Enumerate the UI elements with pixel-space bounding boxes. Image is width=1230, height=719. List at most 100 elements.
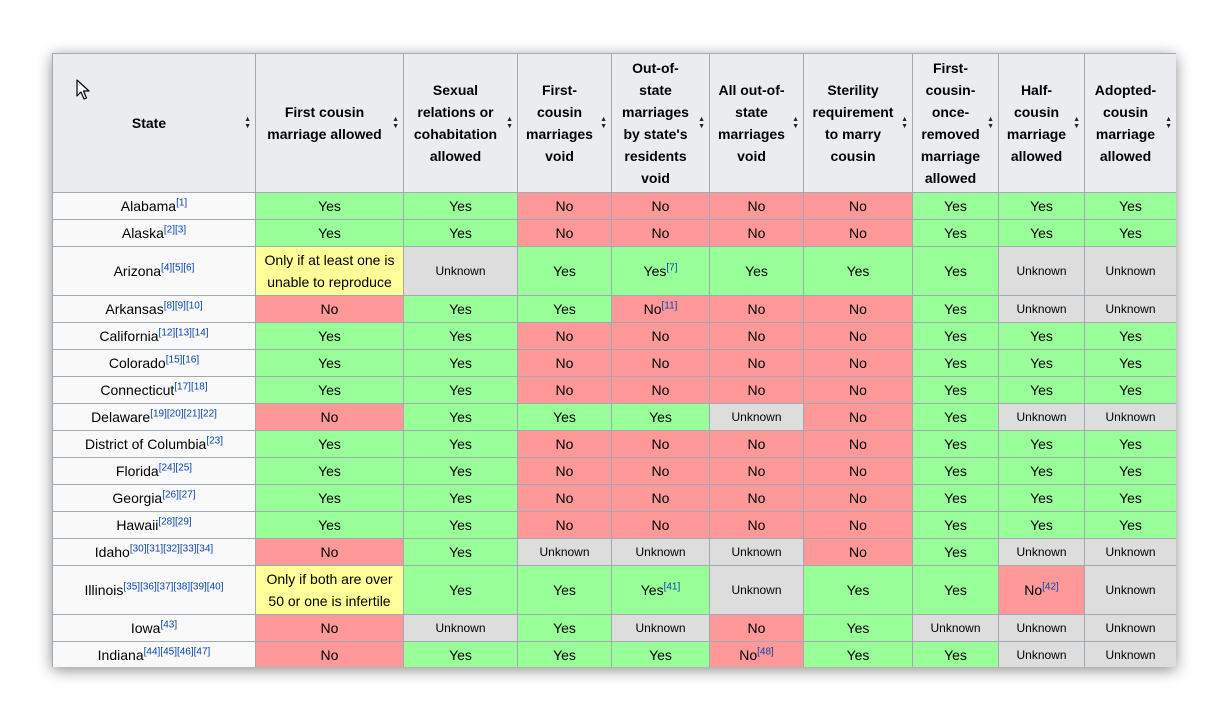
column-header-all-out-of-state[interactable]: All out-of-state marriages void ▲ ▼ xyxy=(709,53,804,193)
cell-marriages-void: No xyxy=(517,219,612,247)
column-header-once-removed[interactable]: First-cousin-once-removed marriage allow… xyxy=(912,53,999,193)
cell-sexual-relations: Yes xyxy=(403,457,518,485)
reference-link[interactable]: [44][45][46][47] xyxy=(143,646,211,658)
sort-arrows-icon[interactable]: ▲ ▼ xyxy=(244,116,251,130)
sort-arrows-icon[interactable]: ▲ ▼ xyxy=(1073,116,1080,130)
reference-link[interactable]: [8][9][10] xyxy=(163,300,203,312)
cell-marriages-void: No xyxy=(517,376,612,404)
sort-arrows-icon[interactable]: ▲ ▼ xyxy=(792,116,799,130)
cell-value: No xyxy=(651,490,670,506)
reference-link[interactable]: [48] xyxy=(757,646,774,658)
cell-once-removed: Unknown xyxy=(912,614,999,642)
state-name: District of Columbia xyxy=(84,436,207,452)
column-header-half-cousin[interactable]: Half-cousin marriage allowed ▲ ▼ xyxy=(998,53,1085,193)
column-header-sexual-relations[interactable]: Sexual relations or cohabitation allowed… xyxy=(403,53,518,193)
cell-out-of-state-residents: No xyxy=(611,457,710,485)
reference-link[interactable]: [42] xyxy=(1042,581,1059,593)
reference-link[interactable]: [7] xyxy=(666,262,678,274)
sort-arrows-icon[interactable]: ▲ ▼ xyxy=(698,116,705,130)
table-row: Colorado[15][16] Yes Yes No No No No Yes Yes Yes xyxy=(52,349,1176,377)
cell-marriages-void: No xyxy=(517,430,612,458)
state-cell: Delaware[19][20][21][22] xyxy=(52,403,256,431)
reference-link[interactable]: [15][16] xyxy=(165,354,200,366)
sort-arrows-icon[interactable]: ▲ ▼ xyxy=(600,116,607,130)
column-header-state[interactable]: State ▲ ▼ xyxy=(52,53,256,193)
cell-half-cousin: Yes xyxy=(998,484,1085,512)
cell-half-cousin: No[42] xyxy=(998,565,1085,615)
cell-value: No xyxy=(849,301,867,317)
cell-value: No xyxy=(320,620,339,636)
sort-arrows-icon[interactable]: ▲ ▼ xyxy=(901,116,908,130)
cell-value: Unknown xyxy=(539,545,590,559)
cell-all-out-of-state: Unknown xyxy=(709,538,804,566)
column-header-adopted-cousin[interactable]: Adopted-cousin marriage allowed ▲ ▼ xyxy=(1084,53,1176,193)
reference-link[interactable]: [12][13][14] xyxy=(158,327,209,339)
column-header-first-cousin-allowed[interactable]: First cousin marriage allowed ▲ ▼ xyxy=(255,53,404,193)
cell-value: No xyxy=(320,647,339,663)
cell-value: No xyxy=(849,436,867,452)
column-header-out-of-state-residents[interactable]: Out-of-state marriages by state's reside… xyxy=(611,53,710,193)
sort-arrows-icon[interactable]: ▲ ▼ xyxy=(1165,116,1172,130)
cell-marriages-void: No xyxy=(517,322,612,350)
sort-arrows-icon[interactable]: ▲ ▼ xyxy=(392,116,399,130)
cell-value: Yes xyxy=(944,582,967,598)
sort-arrows-icon[interactable]: ▲ ▼ xyxy=(506,116,513,130)
cell-value: No xyxy=(643,301,662,317)
reference-link[interactable]: [11] xyxy=(661,300,678,312)
reference-link[interactable]: [23] xyxy=(206,435,224,447)
cell-value: No xyxy=(651,225,670,241)
cell-value: Unknown xyxy=(731,545,782,559)
cell-half-cousin: Unknown xyxy=(998,641,1085,667)
cell-first-cousin-allowed: Yes xyxy=(255,511,404,539)
state-name: Georgia xyxy=(112,490,163,506)
cell-value: Yes xyxy=(553,409,576,425)
cell-out-of-state-residents: No xyxy=(611,349,710,377)
reference-link[interactable]: [41] xyxy=(663,581,681,593)
reference-link[interactable]: [17][18] xyxy=(174,381,208,393)
cell-value: Yes xyxy=(1119,517,1142,533)
reference-link[interactable]: [28][29] xyxy=(158,516,192,528)
cell-value: No xyxy=(320,409,339,425)
cell-value: No xyxy=(555,490,574,506)
reference-link[interactable]: [35][36][37][38][39][40] xyxy=(123,581,224,593)
cell-value: Unknown xyxy=(1016,648,1067,662)
cell-all-out-of-state: No xyxy=(709,457,804,485)
cell-value: Unknown xyxy=(1105,583,1156,597)
cell-out-of-state-residents: No xyxy=(611,219,710,247)
column-header-sterility[interactable]: Sterility requirement to marry cousin ▲ ▼ xyxy=(803,53,913,193)
sort-arrows-icon[interactable]: ▲ ▼ xyxy=(987,116,994,130)
reference-link[interactable]: [24][25] xyxy=(158,462,193,474)
reference-link[interactable]: [19][20][21][22] xyxy=(150,408,217,420)
cell-sexual-relations: Yes xyxy=(403,192,518,220)
cell-first-cousin-allowed: No xyxy=(255,403,404,431)
cell-value: Yes xyxy=(944,225,967,241)
cell-value: No xyxy=(849,328,867,344)
table-row: Georgia[26][27] Yes Yes No No No No Yes Yes Yes xyxy=(52,484,1176,512)
cell-value: No xyxy=(849,382,867,398)
reference-link[interactable]: [2][3] xyxy=(163,224,187,236)
state-cell: Connecticut[17][18] xyxy=(52,376,256,404)
reference-link[interactable]: [43] xyxy=(160,619,178,631)
cell-value: Unknown xyxy=(635,545,686,559)
cell-value: No xyxy=(747,198,766,214)
reference-link[interactable]: [26][27] xyxy=(162,489,196,501)
column-header-label: Sexual relations or cohabitation allowed xyxy=(413,82,498,164)
reference-link[interactable]: [4][5][6] xyxy=(161,262,195,274)
cell-value: Yes xyxy=(449,463,472,479)
cell-value: Unknown xyxy=(930,621,981,635)
cell-value: Unknown xyxy=(1105,648,1156,662)
cell-value: Yes xyxy=(1030,225,1053,241)
cell-adopted-cousin: Unknown xyxy=(1084,614,1176,642)
reference-link[interactable]: [30][31][32][33][34] xyxy=(129,543,214,555)
reference-link[interactable]: [1] xyxy=(176,197,188,209)
state-name: Arizona xyxy=(113,263,162,279)
cell-sterility: Yes xyxy=(803,246,913,296)
cell-value: Yes xyxy=(449,409,472,425)
cell-value: Yes xyxy=(649,647,672,663)
table-row: Delaware[19][20][21][22] No Yes Yes Yes Unkno… xyxy=(52,403,1176,431)
cell-first-cousin-allowed: Yes xyxy=(255,376,404,404)
cell-adopted-cousin: Yes xyxy=(1084,349,1176,377)
column-header-marriages-void[interactable]: First-cousin marriages void ▲ ▼ xyxy=(517,53,612,193)
cell-value: Yes xyxy=(1030,436,1053,452)
cell-sterility: No xyxy=(803,295,913,323)
